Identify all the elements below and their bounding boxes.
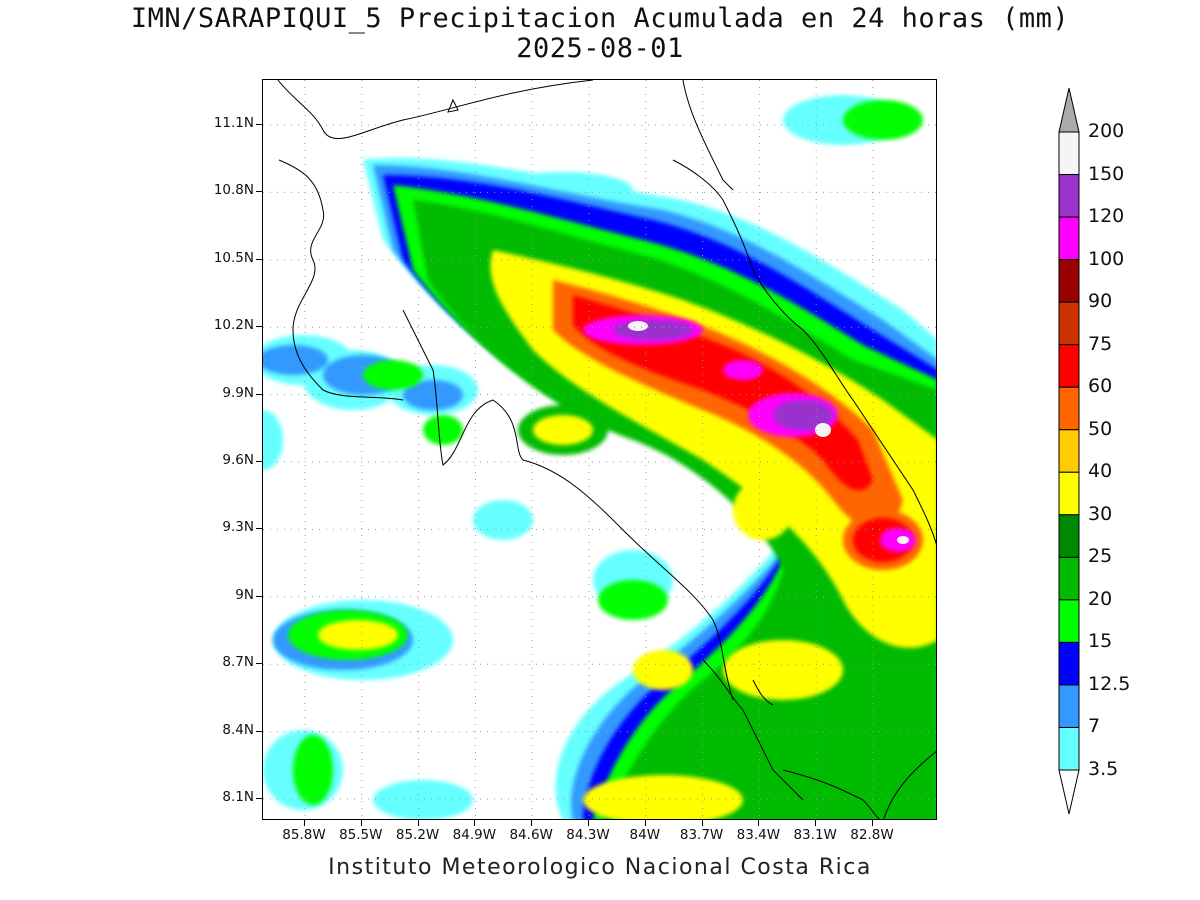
colorbar-label: 30	[1088, 502, 1113, 525]
colorbar-label: 60	[1088, 375, 1113, 398]
lat-tick-label: 8.7N	[222, 654, 254, 671]
lon-tick	[588, 820, 589, 826]
colorbar-swatch	[1058, 514, 1080, 558]
colorbar	[1058, 88, 1080, 814]
lon-tick	[474, 820, 476, 826]
colorbar-swatch	[1058, 131, 1080, 176]
lon-tick-label: 83.7W	[679, 827, 724, 843]
lon-tick-label: 84.3W	[566, 827, 610, 843]
colorbar-swatch	[1058, 641, 1080, 686]
lat-tick	[256, 461, 262, 462]
colorbar-label: 100	[1088, 247, 1125, 270]
colorbar-swatch	[1058, 386, 1080, 431]
colorbar-swatch	[1058, 599, 1080, 643]
precipitation-map[interactable]	[262, 79, 937, 820]
lat-tick-label: 9.9N	[222, 384, 254, 401]
lat-tick	[256, 258, 262, 260]
lat-tick-label: 10.2N	[213, 317, 254, 334]
lat-tick	[256, 326, 262, 328]
lon-tick	[872, 820, 873, 826]
lon-tick	[815, 820, 817, 826]
colorbar-swatch	[1058, 556, 1080, 601]
lon-tick-label: 85.5W	[339, 827, 383, 843]
lat-tick	[256, 595, 262, 597]
colorbar-swatch	[1058, 259, 1080, 303]
lon-tick	[644, 820, 646, 826]
footer-credit: Instituto Meteorologico Nacional Costa R…	[328, 855, 872, 880]
lon-tick-label: 84.6W	[509, 827, 553, 843]
lat-tick	[256, 730, 262, 732]
colorbar-label: 3.5	[1088, 758, 1119, 780]
colorbar-swatch	[1058, 471, 1080, 516]
colorbar-swatch	[1058, 429, 1080, 473]
lon-tick	[531, 820, 533, 826]
colorbar-swatch	[1058, 301, 1080, 346]
chart-date: 2025-08-01	[516, 33, 684, 64]
colorbar-swatch	[1058, 174, 1080, 218]
lat-tick	[256, 191, 262, 193]
colorbar-swatch	[1058, 344, 1080, 388]
lat-tick-label: 8.4N	[222, 721, 254, 738]
lat-tick	[256, 528, 262, 530]
lon-tick	[758, 820, 760, 826]
lon-tick-label: 85.8W	[282, 827, 326, 843]
lat-tick-label: 9.3N	[222, 519, 254, 536]
lat-tick	[256, 124, 262, 125]
colorbar-label: 90	[1088, 290, 1113, 313]
colorbar-swatch	[1058, 684, 1080, 728]
colorbar-label: 75	[1088, 332, 1113, 355]
lon-tick-label: 83.4W	[736, 827, 781, 843]
lon-tick-label: 84.9W	[452, 827, 497, 843]
lon-tick	[304, 820, 305, 826]
lat-tick	[256, 663, 262, 665]
lon-tick-label: 84W	[629, 827, 661, 843]
chart-title: IMN/SARAPIQUI_5 Precipitacion Acumulada …	[130, 3, 1070, 34]
colorbar-bottom-triangle	[1058, 769, 1080, 814]
colorbar-label: 7	[1088, 715, 1101, 738]
precip-band-200	[628, 321, 909, 544]
colorbar-label: 200	[1088, 120, 1125, 142]
colorbar-label: 120	[1088, 205, 1125, 228]
colorbar-swatch	[1058, 216, 1080, 261]
lat-tick-label: 11.1N	[213, 115, 254, 131]
lat-tick-label: 8.1N	[222, 789, 254, 805]
lat-tick	[256, 798, 262, 799]
lat-tick-label: 9N	[235, 586, 254, 603]
coastline	[277, 80, 936, 819]
grid-lines	[263, 80, 936, 819]
colorbar-label: 15	[1088, 630, 1113, 653]
lon-tick	[701, 820, 703, 826]
lat-tick	[256, 393, 262, 395]
map-canvas	[263, 80, 936, 819]
colorbar-label: 20	[1088, 587, 1113, 610]
colorbar-label: 150	[1088, 162, 1125, 185]
colorbar-label: 50	[1088, 417, 1113, 440]
lon-tick	[417, 820, 419, 826]
lat-tick-label: 10.8N	[213, 182, 254, 199]
lat-tick-label: 10.5N	[213, 249, 254, 266]
lon-tick	[360, 820, 362, 826]
colorbar-label: 25	[1088, 545, 1113, 568]
lat-tick-label: 9.6N	[222, 452, 254, 468]
colorbar-label: 40	[1088, 460, 1113, 483]
colorbar-top-triangle	[1058, 88, 1080, 133]
lon-tick-label: 83.1W	[793, 827, 837, 843]
colorbar-swatch	[1058, 726, 1080, 771]
colorbar-label: 12.5	[1088, 672, 1131, 695]
lon-tick-label: 85.2W	[395, 827, 440, 843]
lon-tick-label: 82.8W	[850, 827, 894, 843]
